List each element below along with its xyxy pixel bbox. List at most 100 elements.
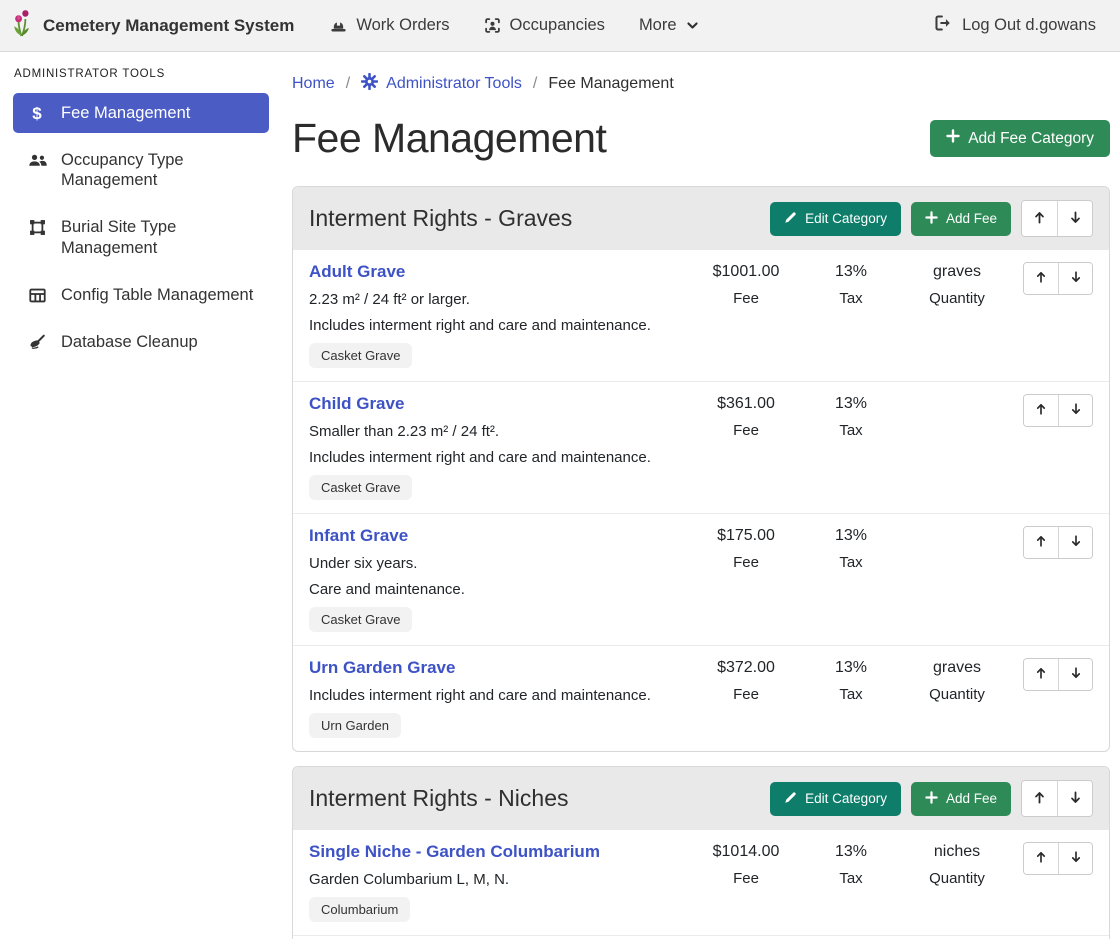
fee-name-link[interactable]: Child Grave xyxy=(309,394,404,414)
tax-label: Tax xyxy=(801,422,901,439)
move-fee-up-button[interactable] xyxy=(1024,527,1058,558)
move-fee-up-button[interactable] xyxy=(1024,659,1058,690)
nav-item-more[interactable]: More xyxy=(639,16,699,35)
fee-amount: $1014.00 xyxy=(691,843,801,861)
breadcrumb-home-label: Home xyxy=(292,75,335,93)
edit-category-label: Edit Category xyxy=(805,211,887,226)
edit-category-label: Edit Category xyxy=(805,791,887,806)
fee-amount-label: Fee xyxy=(691,870,801,887)
sidebar-item-fee-management[interactable]: $ Fee Management xyxy=(13,93,269,133)
add-fee-label: Add Fee xyxy=(946,791,997,806)
fee-type-badge: Casket Grave xyxy=(309,607,412,632)
fee-amount-label: Fee xyxy=(691,686,801,703)
fee-reorder-group xyxy=(1023,262,1093,295)
plus-icon xyxy=(946,129,960,148)
fee-name-link[interactable]: Urn Garden Grave xyxy=(309,658,455,678)
quantity-unit: graves xyxy=(901,659,1013,677)
arrow-down-icon xyxy=(1069,666,1083,683)
tax-label: Tax xyxy=(801,554,901,571)
tax-label: Tax xyxy=(801,686,901,703)
arrow-up-icon xyxy=(1034,534,1048,551)
fee-reorder-group xyxy=(1023,842,1093,875)
add-fee-button[interactable]: Add Fee xyxy=(911,202,1011,236)
quantity-unit: graves xyxy=(901,263,1013,281)
move-category-down-button[interactable] xyxy=(1057,781,1092,816)
hard-hat-icon xyxy=(330,17,347,34)
tax-value: 13% xyxy=(801,395,901,413)
sign-out-icon xyxy=(934,14,952,37)
move-category-up-button[interactable] xyxy=(1022,201,1057,236)
arrow-down-icon xyxy=(1069,270,1083,287)
category-title: Interment Rights - Niches xyxy=(309,785,568,812)
add-fee-button[interactable]: Add Fee xyxy=(911,782,1011,816)
fee-row-adult-grave: Adult Grave 2.23 m² / 24 ft² or larger. … xyxy=(293,250,1109,382)
app-brand[interactable]: Cemetery Management System xyxy=(10,9,294,42)
tulip-logo-icon xyxy=(10,9,34,42)
move-fee-down-button[interactable] xyxy=(1058,659,1092,690)
move-fee-down-button[interactable] xyxy=(1058,395,1092,426)
nav-item-work-orders[interactable]: Work Orders xyxy=(330,16,449,35)
add-fee-category-button[interactable]: Add Fee Category xyxy=(930,120,1110,157)
tax-label: Tax xyxy=(801,290,901,307)
fee-name-link[interactable]: Infant Grave xyxy=(309,526,408,546)
tax-value: 13% xyxy=(801,263,901,281)
arrow-down-icon xyxy=(1069,850,1083,867)
sidebar-item-occupancy-type-management[interactable]: Occupancy Type Management xyxy=(13,140,269,200)
edit-category-button[interactable]: Edit Category xyxy=(770,202,901,236)
sidebar-item-config-table-management[interactable]: Config Table Management xyxy=(13,275,269,315)
fee-row-infant-grave: Infant Grave Under six years. Care and m… xyxy=(293,514,1109,646)
sidebar-item-burial-site-type-management[interactable]: Burial Site Type Management xyxy=(13,207,269,267)
move-fee-down-button[interactable] xyxy=(1058,263,1092,294)
fee-amount: $372.00 xyxy=(691,659,801,677)
fee-name-link[interactable]: Adult Grave xyxy=(309,262,405,282)
fee-type-badge: Columbarium xyxy=(309,897,410,922)
move-category-down-button[interactable] xyxy=(1057,201,1092,236)
page-title: Fee Management xyxy=(292,115,606,162)
sidebar-item-database-cleanup[interactable]: Database Cleanup xyxy=(13,322,269,362)
sidebar-label: Occupancy Type Management xyxy=(61,150,256,190)
fee-name-link[interactable]: Single Niche - Garden Columbarium xyxy=(309,842,600,862)
fee-description: Includes interment right and care and ma… xyxy=(309,687,691,704)
sidebar: ADMINISTRATOR TOOLS $ Fee Management Occ… xyxy=(0,52,280,939)
move-fee-down-button[interactable] xyxy=(1058,527,1092,558)
nav-label-more: More xyxy=(639,16,677,35)
breadcrumb-separator: / xyxy=(346,75,350,93)
fee-amount: $361.00 xyxy=(691,395,801,413)
arrow-down-icon xyxy=(1069,534,1083,551)
fee-row-single-niche: Single Niche - Garden Columbarium Garden… xyxy=(293,830,1109,936)
fee-description: Includes interment right and care and ma… xyxy=(309,317,691,334)
arrow-up-icon xyxy=(1034,850,1048,867)
fee-type-badge: Urn Garden xyxy=(309,713,401,738)
edit-category-button[interactable]: Edit Category xyxy=(770,782,901,816)
logout-button[interactable]: Log Out d.gowans xyxy=(934,14,1096,37)
quantity-label: Quantity xyxy=(901,686,1013,703)
arrow-down-icon xyxy=(1068,790,1083,808)
breadcrumb-administrator-tools[interactable]: Administrator Tools xyxy=(361,73,522,95)
breadcrumb: Home / xyxy=(292,73,1110,95)
fee-amount: $175.00 xyxy=(691,527,801,545)
nav-item-occupancies[interactable]: Occupancies xyxy=(484,16,605,35)
breadcrumb-separator: / xyxy=(533,75,537,93)
move-fee-up-button[interactable] xyxy=(1024,395,1058,426)
move-category-up-button[interactable] xyxy=(1022,781,1057,816)
fee-description: Includes interment right and care and ma… xyxy=(309,449,691,466)
fee-type-badge: Casket Grave xyxy=(309,343,412,368)
table-icon xyxy=(26,285,48,304)
fee-description: Under six years. xyxy=(309,555,691,572)
move-fee-down-button[interactable] xyxy=(1058,843,1092,874)
fee-row-urn-garden-grave: Urn Garden Grave Includes interment righ… xyxy=(293,646,1109,751)
broom-icon xyxy=(26,332,48,351)
move-fee-up-button[interactable] xyxy=(1024,843,1058,874)
fee-description: Care and maintenance. xyxy=(309,581,691,598)
app-title: Cemetery Management System xyxy=(43,16,294,36)
fee-description: Garden Columbarium L, M, N. xyxy=(309,871,691,888)
move-fee-up-button[interactable] xyxy=(1024,263,1058,294)
arrow-up-icon xyxy=(1034,666,1048,683)
dollar-icon: $ xyxy=(26,103,48,122)
quantity-label: Quantity xyxy=(901,870,1013,887)
fee-amount-label: Fee xyxy=(691,290,801,307)
breadcrumb-home[interactable]: Home xyxy=(292,75,335,93)
pencil-icon xyxy=(784,211,797,227)
sidebar-heading: ADMINISTRATOR TOOLS xyxy=(14,68,269,80)
plus-icon xyxy=(925,211,938,227)
